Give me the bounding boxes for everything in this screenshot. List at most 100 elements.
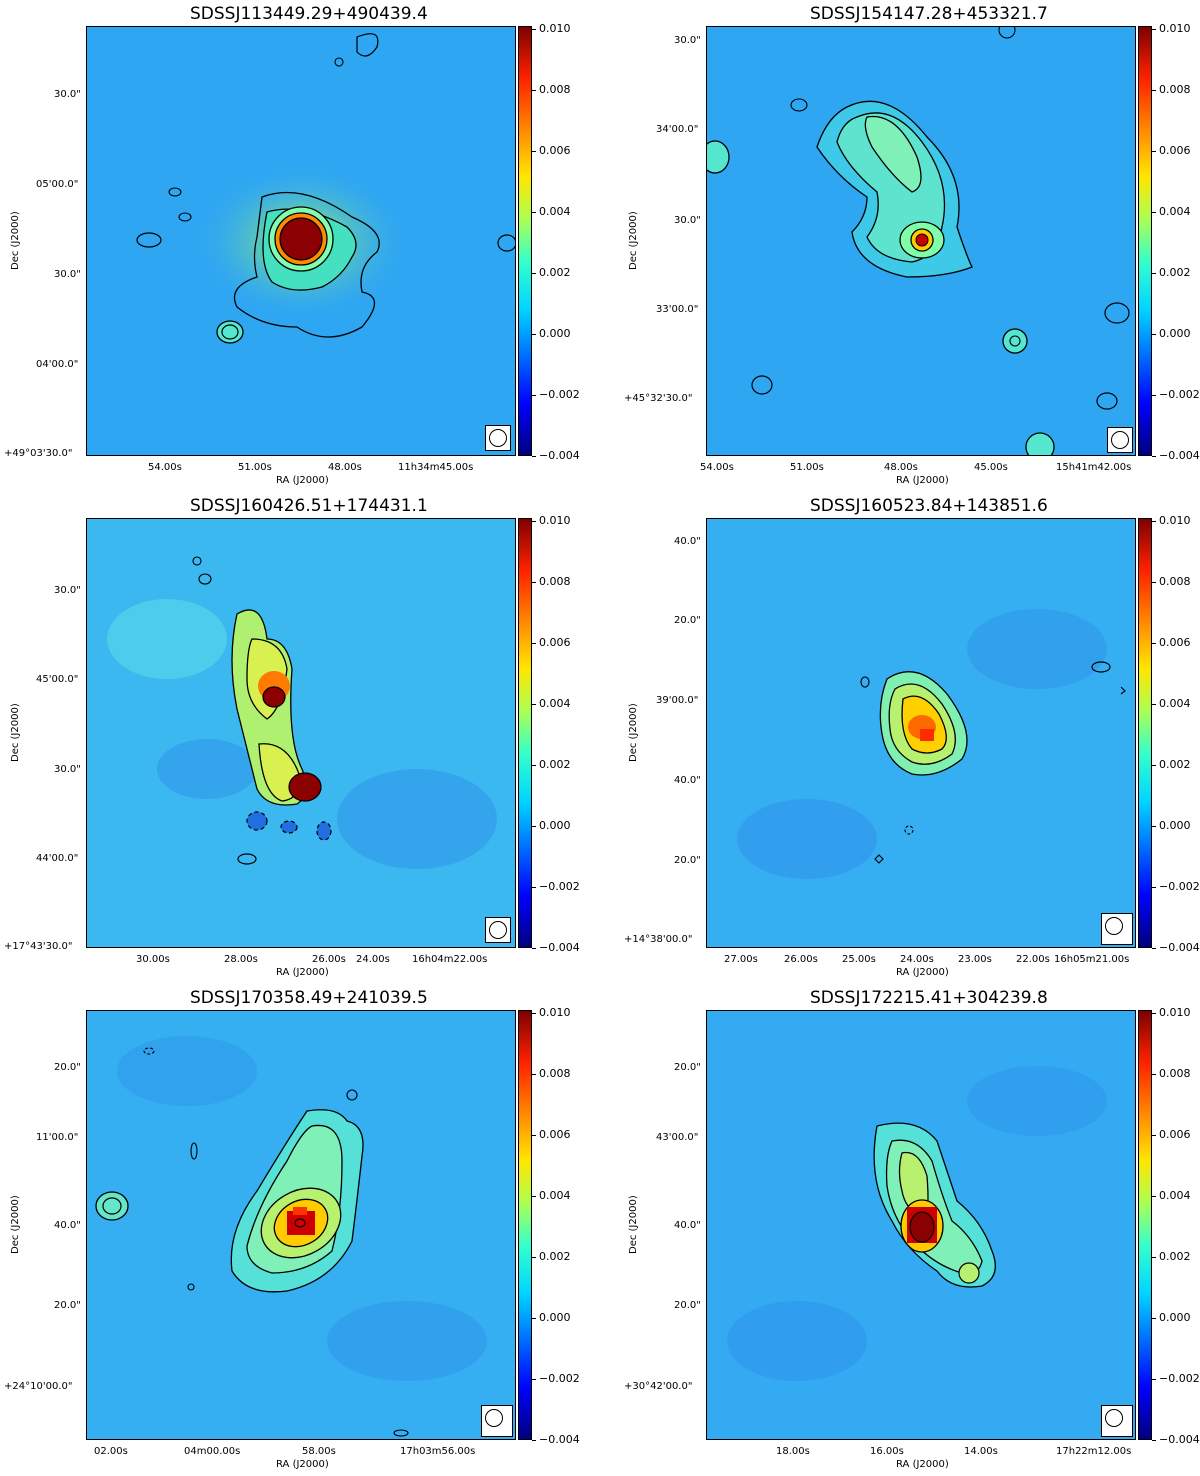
colorbar-tick: 0.000 <box>532 819 571 832</box>
colorbar-tick: −0.002 <box>1152 388 1200 401</box>
colorbar-tick: 0.008 <box>1152 1067 1191 1080</box>
colorbar-tick: −0.004 <box>1152 1433 1200 1446</box>
radio-image <box>86 26 516 456</box>
colorbar-tick: 0.002 <box>1152 266 1191 279</box>
colorbar-tick: 0.000 <box>1152 1311 1191 1324</box>
panel-title: SDSSJ172215.41+304239.8 <box>810 988 1048 1008</box>
beam-marker <box>1101 913 1133 945</box>
colorbar-tick: −0.004 <box>532 1433 580 1446</box>
colorbar <box>518 26 532 456</box>
panel-title: SDSSJ154147.28+453321.7 <box>810 4 1048 24</box>
colorbar-tick: −0.002 <box>1152 880 1200 893</box>
y-tick: 20.0" <box>674 1300 701 1311</box>
y-tick: +49°03'30.0" <box>4 448 73 459</box>
x-tick: 16h04m22.00s <box>412 954 488 965</box>
x-axis-label: RA (J2000) <box>896 1459 949 1470</box>
colorbar-tick: 0.006 <box>1152 1128 1191 1141</box>
x-tick: 48.00s <box>328 462 362 473</box>
y-tick: 40.0" <box>54 1220 81 1231</box>
radio-image <box>706 518 1136 948</box>
y-axis-label: Dec (J2000) <box>10 703 21 762</box>
colorbar-tick: 0.004 <box>1152 1189 1191 1202</box>
x-tick: 11h34m45.00s <box>398 462 474 473</box>
colorbar-tick: 0.008 <box>1152 83 1191 96</box>
y-axis-label: Dec (J2000) <box>628 1195 639 1254</box>
colorbar-tick: 0.006 <box>532 1128 571 1141</box>
colorbar-tick: −0.004 <box>1152 941 1200 954</box>
y-tick: 04'00.0" <box>36 359 79 370</box>
colorbar-tick: −0.002 <box>532 1372 580 1385</box>
colorbar-tick: 0.010 <box>1152 1006 1191 1019</box>
radio-image <box>86 518 516 948</box>
colorbar-tick: 0.008 <box>532 575 571 588</box>
y-axis-label: Dec (J2000) <box>10 211 21 270</box>
y-tick: 20.0" <box>674 1062 701 1073</box>
colorbar-tick: 0.000 <box>1152 327 1191 340</box>
beam-marker <box>485 425 511 451</box>
y-tick: 30.0" <box>674 35 701 46</box>
y-tick: 05'00.0" <box>36 179 79 190</box>
colorbar-tick: 0.002 <box>532 758 571 771</box>
colorbar-tick: −0.002 <box>532 388 580 401</box>
colorbar-tick: 0.004 <box>1152 205 1191 218</box>
x-tick: 30.00s <box>136 954 170 965</box>
y-tick: 30.0" <box>54 269 81 280</box>
y-tick: 20.0" <box>674 615 701 626</box>
y-tick: 20.0" <box>54 1062 81 1073</box>
beam-marker <box>1107 427 1133 453</box>
x-tick: 15h41m42.00s <box>1056 462 1132 473</box>
x-tick: 25.00s <box>842 954 876 965</box>
y-tick: 30.0" <box>54 585 81 596</box>
radio-image <box>706 26 1136 456</box>
colorbar-tick: 0.002 <box>532 266 571 279</box>
panel-title: SDSSJ170358.49+241039.5 <box>190 988 428 1008</box>
y-tick: 45'00.0" <box>36 674 79 685</box>
colorbar-tick: 0.010 <box>532 22 571 35</box>
x-tick: 23.00s <box>958 954 992 965</box>
colorbar <box>518 518 532 948</box>
colorbar <box>1138 1010 1152 1440</box>
colorbar-tick: 0.006 <box>532 144 571 157</box>
x-tick: 51.00s <box>790 462 824 473</box>
x-tick: 18.00s <box>776 1446 810 1457</box>
x-tick: 14.00s <box>964 1446 998 1457</box>
y-tick: 39'00.0" <box>656 695 699 706</box>
colorbar-tick: 0.008 <box>532 1067 571 1080</box>
colorbar-tick: 0.004 <box>1152 697 1191 710</box>
beam-marker <box>1101 1405 1133 1437</box>
x-axis-label: RA (J2000) <box>276 1459 329 1470</box>
y-axis-label: Dec (J2000) <box>10 1195 21 1254</box>
x-tick: 54.00s <box>148 462 182 473</box>
x-tick: 27.00s <box>724 954 758 965</box>
radio-image <box>706 1010 1136 1440</box>
beam-marker <box>481 1405 513 1437</box>
x-tick: 16h05m21.00s <box>1054 954 1130 965</box>
x-tick: 17h03m56.00s <box>400 1446 476 1457</box>
x-tick: 04m00.00s <box>184 1446 241 1457</box>
beam-marker <box>485 917 511 943</box>
panel-title: SDSSJ113449.29+490439.4 <box>190 4 428 24</box>
colorbar-tick: −0.004 <box>532 449 580 462</box>
x-tick: 02.00s <box>94 1446 128 1457</box>
x-tick: 24.00s <box>900 954 934 965</box>
y-tick: +17°43'30.0" <box>4 941 73 952</box>
colorbar-tick: 0.008 <box>1152 575 1191 588</box>
y-tick: +45°32'30.0" <box>624 393 693 404</box>
colorbar-tick: 0.002 <box>1152 1250 1191 1263</box>
colorbar <box>518 1010 532 1440</box>
y-tick: 44'00.0" <box>36 853 79 864</box>
x-tick: 45.00s <box>974 462 1008 473</box>
y-tick: 34'00.0" <box>656 124 699 135</box>
colorbar-tick: −0.004 <box>1152 449 1200 462</box>
x-tick: 28.00s <box>224 954 258 965</box>
x-axis-label: RA (J2000) <box>276 967 329 978</box>
y-tick: +24°10'00.0" <box>4 1381 73 1392</box>
x-tick: 26.00s <box>784 954 818 965</box>
x-axis-label: RA (J2000) <box>276 475 329 486</box>
y-tick: 40.0" <box>674 1220 701 1231</box>
x-tick: 16.00s <box>870 1446 904 1457</box>
colorbar-tick: 0.008 <box>532 83 571 96</box>
colorbar-tick: 0.004 <box>532 1189 571 1202</box>
colorbar-tick: 0.000 <box>1152 819 1191 832</box>
y-axis-label: Dec (J2000) <box>628 211 639 270</box>
